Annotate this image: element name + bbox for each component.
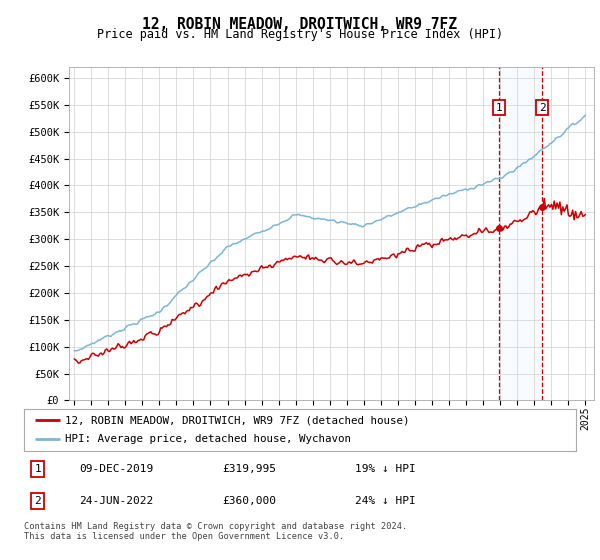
Text: 2: 2 xyxy=(34,496,41,506)
Text: £360,000: £360,000 xyxy=(223,496,277,506)
Text: 12, ROBIN MEADOW, DROITWICH, WR9 7FZ: 12, ROBIN MEADOW, DROITWICH, WR9 7FZ xyxy=(143,17,458,32)
Text: 19% ↓ HPI: 19% ↓ HPI xyxy=(355,464,416,474)
Text: 1: 1 xyxy=(496,102,502,113)
Text: HPI: Average price, detached house, Wychavon: HPI: Average price, detached house, Wych… xyxy=(65,435,352,445)
Text: 24-JUN-2022: 24-JUN-2022 xyxy=(79,496,154,506)
Bar xyxy=(499,67,542,400)
Text: 09-DEC-2019: 09-DEC-2019 xyxy=(79,464,154,474)
Text: £319,995: £319,995 xyxy=(223,464,277,474)
Text: Contains HM Land Registry data © Crown copyright and database right 2024.
This d: Contains HM Land Registry data © Crown c… xyxy=(24,522,407,542)
Text: 24% ↓ HPI: 24% ↓ HPI xyxy=(355,496,416,506)
Text: 2: 2 xyxy=(539,102,545,113)
Text: 1: 1 xyxy=(34,464,41,474)
Text: Price paid vs. HM Land Registry's House Price Index (HPI): Price paid vs. HM Land Registry's House … xyxy=(97,28,503,41)
Text: 12, ROBIN MEADOW, DROITWICH, WR9 7FZ (detached house): 12, ROBIN MEADOW, DROITWICH, WR9 7FZ (de… xyxy=(65,415,410,425)
